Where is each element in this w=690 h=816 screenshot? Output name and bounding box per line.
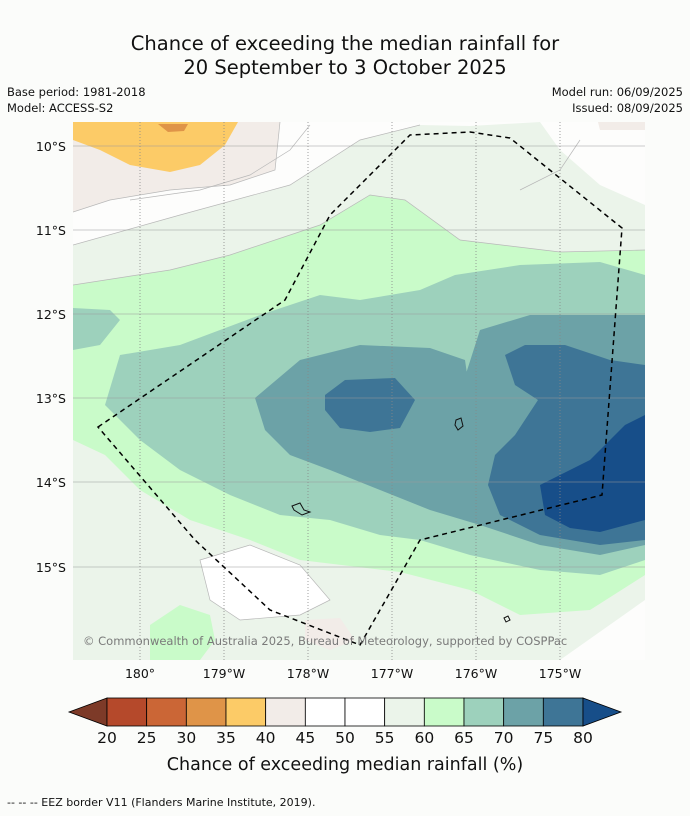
y-tick-label: 15°S (36, 560, 66, 575)
colorbar-segment (344, 697, 386, 727)
colorbar-segment (146, 697, 187, 727)
colorbar-tick-label: 55 (375, 729, 395, 747)
eez-border (96, 131, 623, 646)
contour-30-35 (158, 124, 188, 132)
colorbar-segment (423, 697, 465, 727)
x-tick-label: 177°W (371, 666, 413, 681)
colorbar-extend-high (582, 697, 623, 727)
colorbar-segment (225, 697, 267, 727)
contour-75-80 (325, 378, 415, 432)
x-tick-label: 179°W (203, 666, 245, 681)
base-period: Base period: 1981-2018 (7, 85, 146, 99)
colorbar-segment (503, 697, 544, 727)
island-small (503, 615, 511, 623)
colorbar-label: Chance of exceeding median rainfall (%) (167, 755, 523, 775)
colorbar-tick-label: 35 (216, 729, 236, 747)
colorbar-tick-label: 30 (176, 729, 196, 747)
model-run: Model run: 06/09/2025 (551, 85, 683, 99)
colorbar-segment (463, 697, 505, 727)
eez-footnote: -- -- -- EEZ border V11 (Flanders Marine… (7, 796, 316, 809)
colorbar-tick-label: 25 (137, 729, 157, 747)
model-name: Model: ACCESS-S2 (7, 101, 114, 115)
parallels (73, 145, 645, 568)
chart-title: Chance of exceeding the median rainfall … (0, 32, 690, 80)
meta-right: Model run: 06/09/2025 Issued: 08/09/2025 (552, 84, 683, 116)
y-tick-label: 11°S (36, 223, 66, 238)
colorbar-tick-label: 65 (454, 729, 474, 747)
colorbar-segment (106, 697, 148, 727)
colorbar-tick-label: 80 (573, 729, 593, 747)
y-axis-labels: 10°S 11°S 12°S 13°S 14°S 15°S (36, 139, 66, 575)
colorbar-segment (542, 697, 584, 727)
colorbar-extend-low (67, 697, 108, 727)
credit-text: © Commonwealth of Australia 2025, Bureau… (83, 634, 567, 648)
colorbar-segment (265, 697, 306, 727)
y-tick-label: 14°S (36, 475, 66, 490)
y-tick-label: 10°S (36, 139, 66, 154)
y-tick-label: 12°S (36, 307, 66, 322)
x-tick-label: 178°W (287, 666, 329, 681)
colorbar-tick-label: 75 (533, 729, 553, 747)
contour-over-80 (540, 415, 645, 532)
colorbar-tick-label: 20 (97, 729, 117, 747)
x-tick-label: 180° (125, 666, 155, 681)
x-tick-label: 176°W (455, 666, 497, 681)
map-area: © Commonwealth of Australia 2025, Bureau… (73, 122, 645, 660)
colorbar: 20 25 30 35 40 45 50 55 60 65 70 75 80 (67, 697, 623, 747)
colorbar-tick-label: 70 (494, 729, 514, 747)
island-futuna (291, 502, 312, 516)
meta-left: Base period: 1981-2018 Model: ACCESS-S2 (7, 84, 146, 116)
contour-65-70-west (73, 308, 120, 350)
y-tick-label: 13°S (36, 391, 66, 406)
colorbar-tick-label: 40 (256, 729, 276, 747)
issued-date: Issued: 08/09/2025 (572, 101, 683, 115)
colorbar-segment (304, 697, 346, 727)
island-wallis (454, 417, 464, 431)
x-axis-labels: 180° 179°W 178°W 177°W 176°W 175°W (125, 666, 581, 681)
contour-45-55-sw (200, 545, 330, 620)
contour-40-45-ne (598, 122, 645, 130)
colorbar-segment (185, 697, 227, 727)
colorbar-tick-label: 60 (414, 729, 434, 747)
colorbar-segment (384, 697, 425, 727)
colorbar-tick-label: 50 (335, 729, 355, 747)
title-line-1: Chance of exceeding the median rainfall … (130, 32, 560, 55)
contour-35-40 (73, 122, 238, 172)
x-tick-label: 175°W (539, 666, 581, 681)
contour-60-65-sw (150, 605, 215, 660)
colorbar-tick-label: 45 (295, 729, 315, 747)
title-line-2: 20 September to 3 October 2025 (183, 56, 507, 79)
